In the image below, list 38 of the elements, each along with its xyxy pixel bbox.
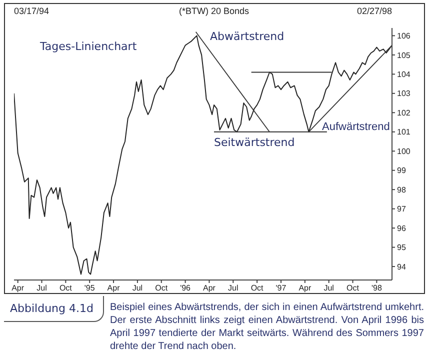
y-tick-label: 106 (397, 32, 411, 41)
x-tick-label: '96 (180, 284, 192, 293)
y-tick-label: 103 (397, 89, 411, 98)
y-tick-label: 94 (397, 262, 406, 272)
text: 02/27/98 (356, 6, 392, 16)
annotation: Tages-Linienchart (40, 40, 137, 53)
x-tick-label: Jul (132, 284, 143, 293)
y-tick-label: 102 (397, 108, 411, 118)
y-tick-label: 96 (397, 224, 406, 233)
x-tick-label: '97 (276, 284, 287, 293)
x-tick-label: Oct (59, 284, 73, 293)
x-tick-label: Apr (12, 284, 24, 293)
y-tick-label: 99 (397, 166, 406, 176)
y-tick-label: 97 (397, 204, 406, 214)
x-tick-label: Apr (107, 284, 120, 293)
text: 03/17/94 (14, 6, 50, 16)
text: Beispiel eines Abwärtstrends, der sich in einen Aufwärtstrend umkehrt. Der erste Abschnitt links zeigt einen Abwärtstrend. Von April 1996 bis April 1997 tendierte der Markt seitwärts. Während des Sommers 1997 drehte der Trend nach oben. (110, 301, 424, 353)
x-tick-label: Oct (155, 284, 168, 293)
x-tick-label: Oct (250, 284, 264, 293)
y-tick-label: 101 (397, 128, 411, 137)
x-tick-label: '98 (371, 284, 382, 293)
x-tick-label: '95 (84, 284, 96, 293)
y-tick-label: 104 (397, 70, 411, 80)
x-tick-label: Apr (298, 284, 312, 293)
text: Abbildung 4.1d (4, 296, 104, 322)
x-tick-label: Oct (346, 284, 360, 293)
annotation: Aufwärtstrend (322, 121, 390, 133)
chart-title: (*BTW) 20 Bonds (178, 6, 250, 16)
x-tick-label: Jul (228, 284, 238, 293)
y-tick-label: 95 (397, 243, 406, 252)
y-tick-label: 100 (397, 146, 411, 156)
annotation: Seitwärtstrend (214, 136, 295, 149)
x-tick-label: Jul (36, 284, 48, 293)
y-tick-label: 105 (397, 50, 411, 60)
annotation: Abwärtstrend (210, 30, 284, 43)
y-tick-label: 98 (397, 185, 406, 194)
x-tick-label: Apr (202, 284, 216, 293)
x-tick-label: Jul (324, 284, 334, 293)
